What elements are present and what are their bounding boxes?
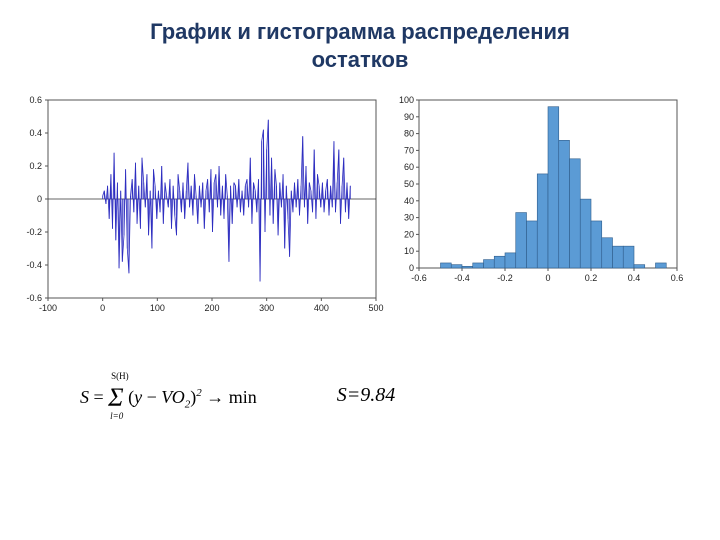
svg-text:0: 0: [545, 273, 550, 283]
svg-text:0.2: 0.2: [585, 273, 598, 283]
svg-text:0.2: 0.2: [29, 161, 42, 171]
svg-text:100: 100: [399, 95, 414, 105]
formula-row: S = S(H) Σ l=0 (y − VO2)2 → min S=9.84: [0, 380, 720, 411]
svg-text:30: 30: [404, 213, 414, 223]
page-title: График и гистограмма распределения остат…: [0, 0, 720, 73]
formula-sub: l=0: [110, 411, 123, 421]
charts-container: -0.6-0.4-0.200.20.40.6-10001002003004005…: [0, 92, 720, 317]
s-value: S=9.84: [337, 384, 396, 407]
svg-text:60: 60: [404, 162, 414, 172]
svg-text:-0.2: -0.2: [497, 273, 513, 283]
svg-text:-0.4: -0.4: [454, 273, 470, 283]
svg-text:200: 200: [204, 303, 219, 313]
svg-text:0.6: 0.6: [29, 95, 42, 105]
svg-text:300: 300: [259, 303, 274, 313]
svg-text:80: 80: [404, 129, 414, 139]
svg-text:0.4: 0.4: [628, 273, 641, 283]
svg-text:0: 0: [37, 194, 42, 204]
svg-text:40: 40: [404, 196, 414, 206]
svg-text:50: 50: [404, 179, 414, 189]
svg-text:70: 70: [404, 145, 414, 155]
formula: S = S(H) Σ l=0 (y − VO2)2 → min: [80, 380, 257, 411]
svg-text:0.6: 0.6: [671, 273, 684, 283]
svg-text:500: 500: [368, 303, 383, 313]
svg-text:10: 10: [404, 246, 414, 256]
title-line1: График и гистограмма распределения: [0, 18, 720, 46]
residuals-histogram: 0 10 20 30 40 50 60 70 80 90 100 -0.6 -0.4 -0.2 0 0.2 0.…: [384, 92, 684, 287]
line-chart-svg: -0.6 -0.4 -0.2 0 0.2 0.4 0.6 -100 0 100 200 300 400 5…: [6, 92, 384, 317]
svg-text:0.4: 0.4: [29, 128, 42, 138]
histogram-svg: 0 10 20 30 40 50 60 70 80 90 100 -0.6 -0.4 -0.2 0 0.2 0.…: [384, 92, 684, 287]
svg-text:-0.6: -0.6: [411, 273, 427, 283]
svg-text:0: 0: [100, 303, 105, 313]
svg-text:20: 20: [404, 229, 414, 239]
svg-text:100: 100: [150, 303, 165, 313]
svg-text:-0.4: -0.4: [26, 260, 42, 270]
residuals-line-chart: -0.6 -0.4 -0.2 0 0.2 0.4 0.6 -100 0 100 200 300 400 5…: [6, 92, 384, 317]
title-line2: остатков: [0, 46, 720, 74]
svg-text:-0.2: -0.2: [26, 227, 42, 237]
svg-text:0: 0: [409, 263, 414, 273]
svg-text:90: 90: [404, 112, 414, 122]
svg-text:400: 400: [314, 303, 329, 313]
svg-text:-100: -100: [39, 303, 57, 313]
formula-sup: S(H): [111, 371, 129, 381]
svg-text:-0.6: -0.6: [26, 293, 42, 303]
